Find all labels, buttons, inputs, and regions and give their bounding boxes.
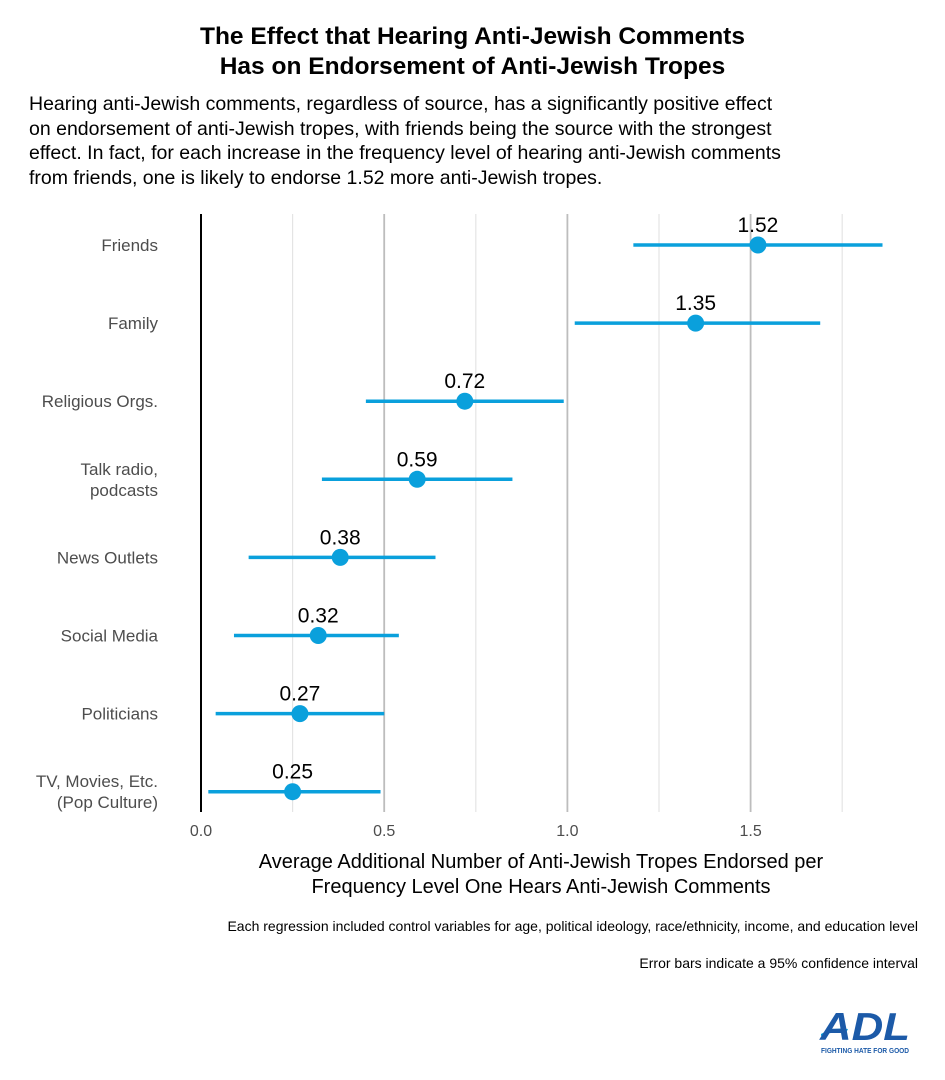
category-label: Friends	[101, 236, 158, 255]
x-tick-label: 0.0	[190, 823, 212, 840]
chart-title-line-2: Has on Endorsement of Anti-Jewish Tropes	[219, 53, 726, 80]
category-label-line: News Outlets	[57, 548, 158, 567]
category-label-line: Religious Orgs.	[42, 392, 158, 411]
data-label: 1.52	[737, 214, 778, 237]
adl-logo-wordmark: ADL	[819, 1006, 910, 1049]
data-label: 0.32	[298, 605, 339, 628]
category-label-line: Social Media	[61, 627, 159, 646]
category-label-line: Politicians	[81, 705, 158, 724]
data-label: 0.59	[397, 448, 438, 471]
category-label: Religious Orgs.	[42, 392, 158, 411]
estimate-point	[291, 705, 309, 723]
category-label: Talk radio, podcasts	[81, 460, 158, 500]
category-label-line: Friends	[101, 236, 158, 255]
category-label-line: TV, Movies, Etc.	[36, 772, 158, 791]
chart-title: The Effect that Hearing Anti-Jewish Comm…	[0, 22, 945, 82]
chart-subtitle-line-2: on endorsement of anti-Jewish tropes, wi…	[29, 117, 772, 140]
x-axis-title-line-1: Average Additional Number of Anti-Jewish…	[259, 851, 824, 873]
x-tick-label: 1.0	[556, 823, 578, 840]
x-tick-label: 1.5	[739, 823, 761, 840]
category-label: News Outlets	[57, 548, 158, 567]
estimate-point	[687, 314, 705, 332]
adl-logo-tagline: FIGHTING HATE FOR GOOD	[821, 1048, 909, 1055]
x-axis-title-line-2: Frequency Level One Hears Anti-Jewish Co…	[311, 876, 770, 898]
estimate-point	[456, 392, 474, 410]
category-label: Family	[108, 314, 159, 333]
estimate-point	[331, 548, 349, 566]
error-bars-note: Error bars indicate a 95% confidence int…	[639, 955, 918, 971]
chart-subtitle: Hearing anti-Jewish comments, regardless…	[29, 92, 929, 190]
category-label: Politicians	[81, 705, 158, 724]
adl-logo-swoosh	[821, 1028, 848, 1036]
adl-logo: ADL FIGHTING HATE FOR GOOD	[819, 1006, 910, 1055]
category-label-line: podcasts	[90, 481, 158, 500]
chart-subtitle-line-1: Hearing anti-Jewish comments, regardless…	[29, 93, 773, 115]
x-axis-title: Average Additional Number of Anti-Jewish…	[259, 851, 824, 898]
data-marks: 1.52 1.35 0.72 0.59 0.38 0.32 0.27 0.25	[208, 214, 883, 801]
chart-title-line-1: The Effect that Hearing Anti-Jewish Comm…	[200, 23, 745, 50]
chart-subtitle-line-3: effect. In fact, for each increase in th…	[29, 142, 781, 164]
estimate-point	[309, 627, 327, 644]
category-label: Social Media	[61, 627, 159, 646]
estimate-point	[749, 236, 767, 254]
x-tick-labels: 0.0 0.5 1.0 1.5	[190, 823, 762, 840]
category-label-line: (Pop Culture)	[57, 793, 158, 812]
data-label: 0.72	[444, 370, 485, 393]
category-labels: Friends Family Religious Orgs. Talk radio, p…	[36, 236, 159, 812]
data-label: 0.25	[272, 761, 313, 784]
estimate-point	[408, 470, 426, 488]
data-label: 1.35	[675, 292, 716, 315]
category-label-line: Talk radio,	[81, 460, 158, 479]
x-tick-label: 0.5	[373, 823, 395, 840]
gridlines	[292, 214, 843, 812]
estimate-point	[284, 783, 302, 801]
data-label: 0.27	[279, 683, 320, 706]
data-label: 0.38	[320, 526, 361, 549]
category-label: TV, Movies, Etc. (Pop Culture)	[36, 772, 158, 812]
category-label-line: Family	[108, 314, 159, 333]
controls-note: Each regression included control variabl…	[227, 918, 918, 934]
chart-subtitle-line-4: from friends, one is likely to endorse 1…	[29, 166, 603, 189]
